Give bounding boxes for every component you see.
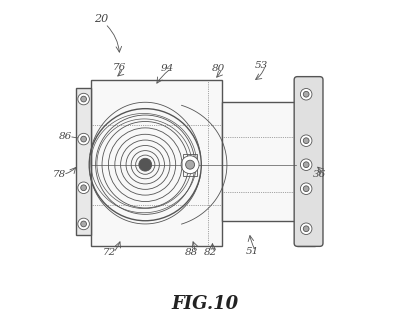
Text: 88: 88 (184, 248, 198, 257)
Text: 80: 80 (211, 64, 225, 73)
Text: 82: 82 (204, 248, 217, 257)
Circle shape (303, 226, 309, 232)
Circle shape (300, 159, 312, 171)
Text: 53: 53 (255, 61, 268, 70)
Circle shape (303, 138, 309, 143)
Text: 94: 94 (160, 64, 174, 73)
Bar (222, 102, 296, 221)
Text: 76: 76 (112, 63, 126, 71)
Circle shape (303, 91, 309, 97)
Bar (297, 77, 315, 246)
Bar (76, 88, 91, 235)
Circle shape (181, 156, 199, 174)
Circle shape (78, 218, 90, 230)
Circle shape (81, 96, 86, 102)
Circle shape (139, 158, 152, 171)
Circle shape (186, 160, 195, 169)
FancyBboxPatch shape (294, 77, 323, 246)
Circle shape (81, 185, 86, 191)
Circle shape (300, 89, 312, 100)
Circle shape (303, 162, 309, 168)
Circle shape (300, 183, 312, 194)
Text: 78: 78 (52, 170, 66, 179)
Text: 20: 20 (94, 14, 108, 24)
Text: FIG.10: FIG.10 (171, 295, 238, 313)
Circle shape (81, 221, 86, 227)
Circle shape (300, 135, 312, 146)
Text: 86: 86 (58, 132, 72, 141)
Circle shape (78, 133, 90, 145)
Circle shape (78, 182, 90, 193)
Circle shape (81, 136, 86, 142)
Text: 72: 72 (103, 248, 116, 257)
Text: 51: 51 (245, 247, 258, 256)
Bar (183, 154, 198, 176)
Circle shape (303, 186, 309, 192)
Text: 36: 36 (312, 170, 326, 179)
Bar (91, 80, 222, 246)
Circle shape (300, 223, 312, 234)
Circle shape (78, 93, 90, 105)
